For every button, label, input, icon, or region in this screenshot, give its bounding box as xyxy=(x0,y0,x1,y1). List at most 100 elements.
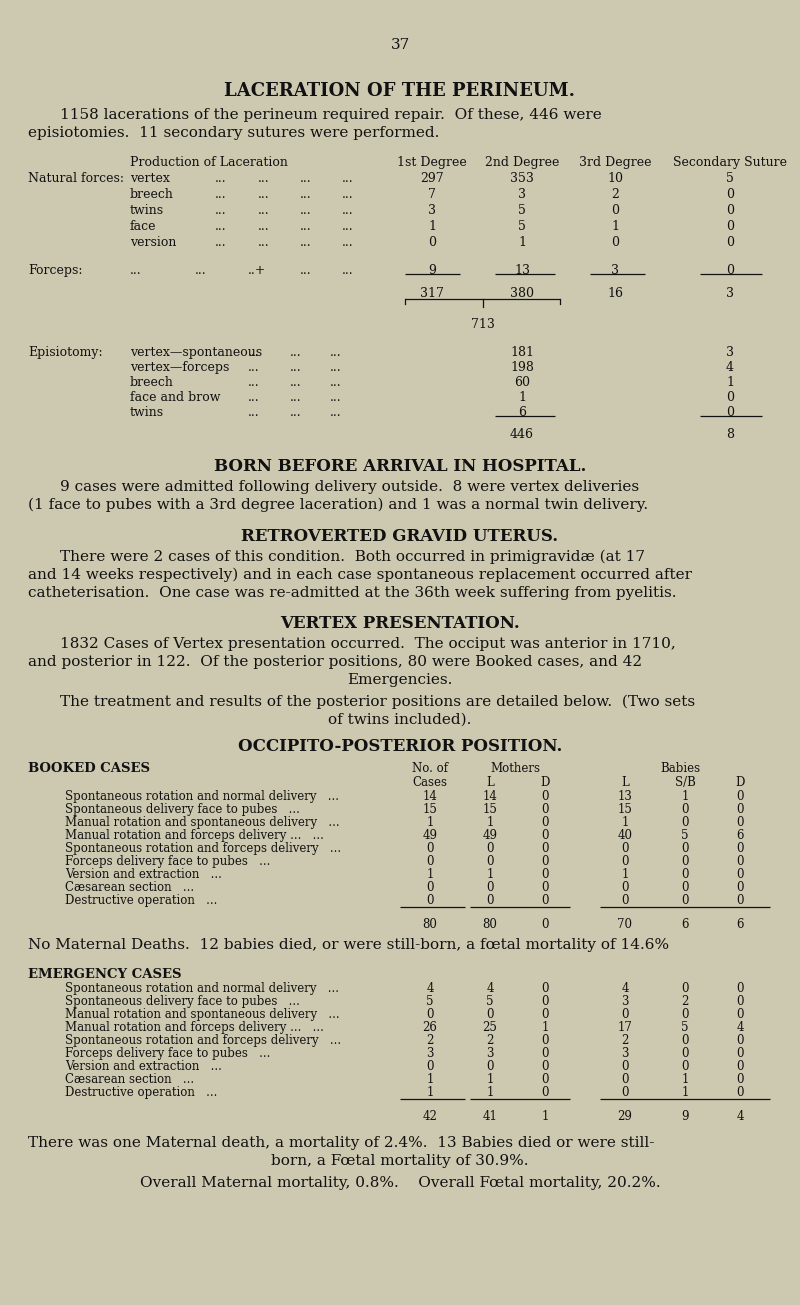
Text: 380: 380 xyxy=(510,287,534,300)
Text: 0: 0 xyxy=(622,842,629,855)
Text: 0: 0 xyxy=(736,1073,744,1086)
Text: 0: 0 xyxy=(682,842,689,855)
Text: ...: ... xyxy=(290,392,302,405)
Text: Babies: Babies xyxy=(660,762,700,775)
Text: Emergencies.: Emergencies. xyxy=(347,673,453,686)
Text: ...: ... xyxy=(258,188,270,201)
Text: 0: 0 xyxy=(622,855,629,868)
Text: breech: breech xyxy=(130,188,174,201)
Text: 3: 3 xyxy=(486,1047,494,1060)
Text: 0: 0 xyxy=(486,894,494,907)
Text: ...: ... xyxy=(342,188,354,201)
Text: ...: ... xyxy=(300,204,312,217)
Text: 0: 0 xyxy=(736,1060,744,1073)
Text: BORN BEFORE ARRIVAL IN HOSPITAL.: BORN BEFORE ARRIVAL IN HOSPITAL. xyxy=(214,458,586,475)
Text: 0: 0 xyxy=(542,981,549,994)
Text: 5: 5 xyxy=(518,221,526,234)
Text: version: version xyxy=(130,236,176,249)
Text: ...: ... xyxy=(300,188,312,201)
Text: ...: ... xyxy=(290,361,302,375)
Text: 0: 0 xyxy=(426,855,434,868)
Text: 0: 0 xyxy=(542,842,549,855)
Text: Destructive operation   ...: Destructive operation ... xyxy=(65,894,218,907)
Text: 0: 0 xyxy=(736,803,744,816)
Text: There was one Maternal death, a mortality of 2.4%.  13 Babies died or were still: There was one Maternal death, a mortalit… xyxy=(28,1135,654,1150)
Text: Version and extraction   ...: Version and extraction ... xyxy=(65,868,222,881)
Text: 0: 0 xyxy=(542,1034,549,1047)
Text: 0: 0 xyxy=(486,881,494,894)
Text: EMERGENCY CASES: EMERGENCY CASES xyxy=(28,968,182,981)
Text: 1: 1 xyxy=(428,221,436,234)
Text: 1: 1 xyxy=(726,376,734,389)
Text: 0: 0 xyxy=(682,1060,689,1073)
Text: 15: 15 xyxy=(422,803,438,816)
Text: Episiotomy:: Episiotomy: xyxy=(28,346,102,359)
Text: ...: ... xyxy=(342,236,354,249)
Text: 0: 0 xyxy=(542,1073,549,1086)
Text: 42: 42 xyxy=(422,1111,438,1124)
Text: 0: 0 xyxy=(486,842,494,855)
Text: ...: ... xyxy=(258,236,270,249)
Text: 0: 0 xyxy=(682,1034,689,1047)
Text: 15: 15 xyxy=(618,803,633,816)
Text: 446: 446 xyxy=(510,428,534,441)
Text: 0: 0 xyxy=(736,981,744,994)
Text: 0: 0 xyxy=(542,855,549,868)
Text: 353: 353 xyxy=(510,172,534,185)
Text: 37: 37 xyxy=(390,38,410,52)
Text: face: face xyxy=(130,221,157,234)
Text: 0: 0 xyxy=(682,894,689,907)
Text: 1: 1 xyxy=(622,816,629,829)
Text: 3: 3 xyxy=(726,346,734,359)
Text: 1: 1 xyxy=(426,1073,434,1086)
Text: ...: ... xyxy=(342,204,354,217)
Text: 16: 16 xyxy=(607,287,623,300)
Text: 40: 40 xyxy=(618,829,633,842)
Text: face and brow: face and brow xyxy=(130,392,221,405)
Text: 0: 0 xyxy=(736,855,744,868)
Text: 49: 49 xyxy=(482,829,498,842)
Text: twins: twins xyxy=(130,406,164,419)
Text: 3rd Degree: 3rd Degree xyxy=(578,157,651,170)
Text: 3: 3 xyxy=(518,188,526,201)
Text: 181: 181 xyxy=(510,346,534,359)
Text: 317: 317 xyxy=(420,287,444,300)
Text: 0: 0 xyxy=(726,236,734,249)
Text: episiotomies.  11 secondary sutures were performed.: episiotomies. 11 secondary sutures were … xyxy=(28,127,439,140)
Text: Manual rotation and forceps delivery ...   ...: Manual rotation and forceps delivery ...… xyxy=(65,1021,324,1034)
Text: RETROVERTED GRAVID UTERUS.: RETROVERTED GRAVID UTERUS. xyxy=(242,529,558,545)
Text: ...: ... xyxy=(290,346,302,359)
Text: ...: ... xyxy=(300,221,312,234)
Text: Manual rotation and spontaneous delivery   ...: Manual rotation and spontaneous delivery… xyxy=(65,816,340,829)
Text: 0: 0 xyxy=(542,816,549,829)
Text: Version and extraction   ...: Version and extraction ... xyxy=(65,1060,222,1073)
Text: Forceps:: Forceps: xyxy=(28,264,82,277)
Text: ...: ... xyxy=(290,406,302,419)
Text: 0: 0 xyxy=(611,204,619,217)
Text: Spontaneous rotation and forceps delivery   ...: Spontaneous rotation and forceps deliver… xyxy=(65,1034,341,1047)
Text: ...: ... xyxy=(342,172,354,185)
Text: 0: 0 xyxy=(622,1060,629,1073)
Text: 1: 1 xyxy=(518,236,526,249)
Text: 0: 0 xyxy=(682,803,689,816)
Text: 0: 0 xyxy=(542,1086,549,1099)
Text: Spontaneous delivery face to pubes   ...: Spontaneous delivery face to pubes ... xyxy=(65,803,300,816)
Text: 1158 lacerations of the perineum required repair.  Of these, 446 were: 1158 lacerations of the perineum require… xyxy=(60,108,602,121)
Text: 0: 0 xyxy=(682,816,689,829)
Text: 4: 4 xyxy=(426,981,434,994)
Text: 9 cases were admitted following delivery outside.  8 were vertex deliveries: 9 cases were admitted following delivery… xyxy=(60,480,639,495)
Text: born, a Fœtal mortality of 30.9%.: born, a Fœtal mortality of 30.9%. xyxy=(271,1154,529,1168)
Text: 3: 3 xyxy=(611,264,619,277)
Text: ...: ... xyxy=(330,406,342,419)
Text: breech: breech xyxy=(130,376,174,389)
Text: ...: ... xyxy=(330,346,342,359)
Text: 0: 0 xyxy=(426,1060,434,1073)
Text: 1832 Cases of Vertex presentation occurred.  The occiput was anterior in 1710,: 1832 Cases of Vertex presentation occurr… xyxy=(60,637,676,651)
Text: 7: 7 xyxy=(428,188,436,201)
Text: 4: 4 xyxy=(736,1111,744,1124)
Text: ...: ... xyxy=(248,392,260,405)
Text: 4: 4 xyxy=(622,981,629,994)
Text: ...: ... xyxy=(258,204,270,217)
Text: 25: 25 xyxy=(482,1021,498,1034)
Text: ...: ... xyxy=(290,376,302,389)
